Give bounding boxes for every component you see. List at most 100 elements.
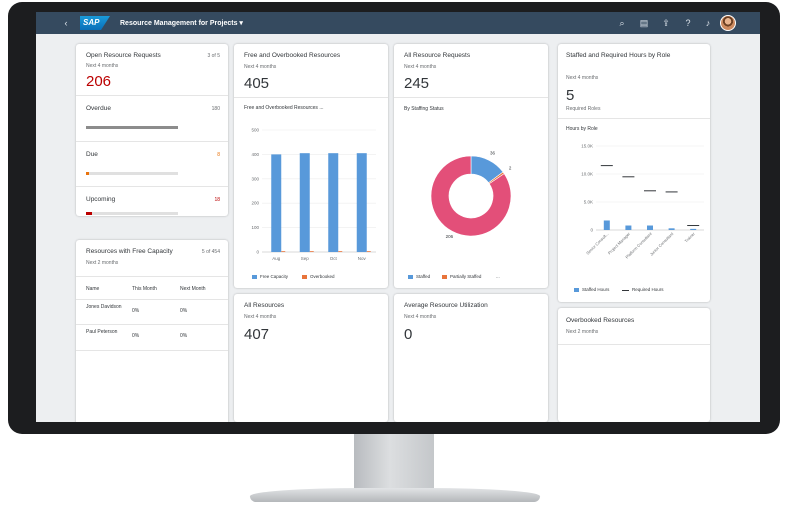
y-tick-label: 10.0K (581, 172, 593, 177)
card-title: All Resource Requests (404, 52, 471, 59)
column-header-this-month: This Month (132, 286, 157, 292)
divider (76, 299, 228, 300)
help-icon[interactable]: ? (685, 18, 691, 28)
row-value-due: 8 (217, 152, 220, 158)
row-label-overdue: Overdue (86, 105, 111, 112)
bar-overbooked-oct (338, 251, 343, 252)
bar-overbooked-aug (281, 251, 286, 252)
cell-name: Jones Davidson (86, 304, 122, 310)
free-overbooked-card[interactable]: Free and Overbooked Resources Next 4 mon… (234, 44, 388, 288)
divider (558, 344, 710, 345)
legend-swatch-staffed-hours (574, 288, 579, 292)
staffed-required-hours-card[interactable]: Staffed and Required Hours by Role Next … (558, 44, 710, 302)
sap-logo[interactable]: SAP (80, 16, 110, 30)
bar-overbooked-sep (309, 251, 314, 252)
card-subtitle: Next 4 months (244, 314, 277, 320)
divider (394, 97, 548, 98)
legend-label-staffed-hours: Staffed Hours (582, 287, 610, 292)
open-resource-requests-card[interactable]: Open Resource Requests 3 of 5 Next 4 mon… (76, 44, 228, 216)
bar-free-capacity-nov (356, 153, 367, 252)
kpi-value: 0 (404, 326, 413, 343)
free-capacity-card[interactable]: Resources with Free Capacity 5 of 454 Ne… (76, 240, 228, 422)
bar-staffed-hours-junior-consultant (668, 228, 675, 230)
progress-track-due (86, 172, 178, 175)
kpi-value: 5 (566, 87, 575, 104)
divider (76, 350, 228, 351)
y-tick-label: 300 (251, 176, 259, 181)
card-subtitle: Next 2 months (566, 329, 599, 335)
legend-label-staffed: Staffed (416, 274, 431, 279)
legend-label-required-hours: Required Hours (632, 287, 664, 292)
progress-fill-due (86, 172, 89, 175)
bar-staffed-hours-trainer (690, 228, 697, 230)
y-tick-label: 200 (251, 201, 259, 206)
notes-icon[interactable]: ▤ (639, 18, 649, 28)
screen: ‹ SAP Resource Management for Projects ▾… (36, 12, 760, 422)
card-count: 5 of 454 (201, 249, 220, 255)
search-icon[interactable]: ⌕ (619, 18, 625, 28)
table-row[interactable]: Paul Peterson 0% 0% (76, 325, 228, 349)
cell-this-month: 0% (132, 308, 140, 314)
all-resource-requests-card[interactable]: All Resource Requests Next 4 months 245 … (394, 44, 548, 288)
card-title: Resources with Free Capacity (86, 248, 173, 255)
legend-label-free-capacity: Free Capacity (260, 274, 289, 279)
free-overbooked-bar-chart: 500 400 300 200 100 0 Aug Sep Oct Nov (251, 128, 376, 261)
y-tick-label: 15.0K (581, 144, 593, 149)
card-subtitle: Next 2 months (86, 260, 119, 266)
y-tick-label: 400 (251, 152, 259, 157)
app-title-menu[interactable]: Resource Management for Projects ▾ (120, 20, 243, 27)
x-tick-label: Oct (330, 256, 338, 261)
table-row[interactable]: Jones Davidson 0% 0% (76, 300, 228, 324)
legend-more: ... (496, 274, 500, 279)
chart-legend: Staffed Partially Staffed ... (408, 274, 542, 282)
divider (76, 95, 228, 96)
divider (76, 276, 228, 277)
bar-free-capacity-oct (328, 153, 339, 252)
monitor-stand-base (250, 488, 540, 502)
donut-value-label: 206 (446, 234, 454, 239)
kpi-value: 245 (404, 75, 430, 92)
all-resources-card[interactable]: All Resources Next 4 months 407 (234, 294, 388, 422)
column-header-next-month: Next Month (180, 286, 206, 292)
divider (234, 97, 388, 98)
avatar[interactable] (720, 15, 736, 31)
card-subtitle: Next 4 months (404, 314, 437, 320)
divider (76, 186, 228, 187)
chart-title: By Staffing Status (404, 106, 444, 112)
column-header-name: Name (86, 286, 100, 292)
legend-line-required-hours (622, 290, 629, 291)
donut-value-label: 2 (509, 166, 512, 171)
card-title: Average Resource Utilization (404, 302, 488, 309)
row-value-upcoming: 18 (214, 197, 220, 203)
divider (76, 324, 228, 325)
divider (76, 141, 228, 142)
row-label-upcoming: Upcoming (86, 196, 116, 203)
overbooked-resources-card[interactable]: Overbooked Resources Next 2 months (558, 308, 710, 422)
donut-slice- (430, 155, 512, 237)
divider (558, 118, 710, 119)
notifications-icon[interactable]: ♪ (705, 18, 711, 28)
card-title: Open Resource Requests (86, 52, 161, 59)
share-icon[interactable]: ⇪ (662, 18, 670, 28)
back-icon[interactable]: ‹ (64, 18, 68, 28)
legend-swatch-partially-staffed (442, 275, 447, 279)
x-tick-label: Aug (272, 256, 281, 261)
bar-staffed-hours-project-manager (625, 225, 632, 230)
chart-legend: Free Capacity Overbooked (252, 274, 382, 282)
x-tick-label: Sep (301, 256, 310, 261)
legend-swatch-staffed (408, 275, 413, 279)
utilization-card[interactable]: Average Resource Utilization Next 4 mont… (394, 294, 548, 422)
card-count: 3 of 5 (207, 53, 220, 59)
bar-free-capacity-sep (299, 153, 310, 252)
kpi-value: 206 (86, 73, 112, 90)
row-value-overdue: 180 (211, 106, 220, 112)
chart-legend: Staffed Hours Required Hours (574, 287, 704, 295)
progress-track-overdue (86, 126, 178, 129)
row-label-due: Due (86, 151, 98, 158)
card-title: Free and Overbooked Resources (244, 52, 341, 59)
card-subtitle: Next 4 months (86, 63, 119, 69)
progress-track-upcoming (86, 212, 178, 215)
x-tick-label: Junior Consultant (649, 231, 675, 257)
legend-label-partially-staffed: Partially Staffed (450, 274, 482, 279)
chart-title: Free and Overbooked Resources ... (244, 105, 324, 111)
